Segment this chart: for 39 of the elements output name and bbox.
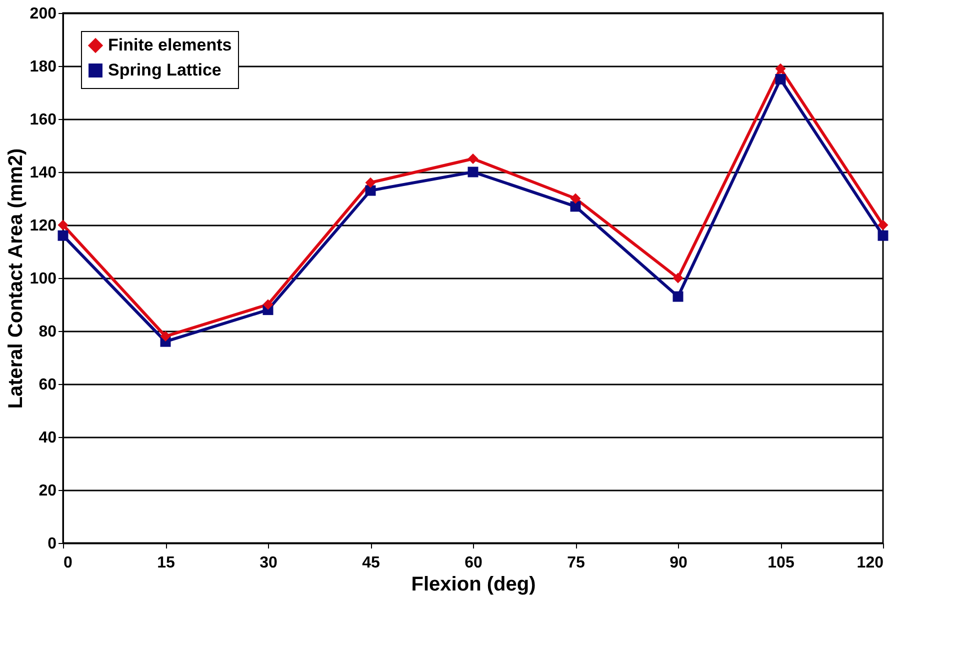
point [878, 230, 888, 241]
point [160, 331, 171, 342]
y-tick-label: 200 [30, 6, 57, 22]
y-tick-label: 20 [38, 482, 57, 500]
legend-label: Finite elements [108, 36, 232, 54]
point [672, 272, 684, 284]
point [468, 154, 478, 164]
x-axis-title: Flexion (deg) [411, 574, 536, 596]
x-tick-label: 75 [567, 554, 585, 572]
x-tick-label: 120 [856, 554, 884, 572]
y-tick-label: 120 [30, 218, 57, 234]
point [58, 220, 68, 230]
y-tick-label: 80 [38, 324, 57, 340]
point [262, 299, 274, 310]
point [672, 291, 684, 302]
x-tick-label: 90 [670, 554, 688, 572]
x-tick-label: 0 [64, 554, 72, 572]
point [365, 185, 376, 196]
point [775, 63, 786, 74]
point [468, 166, 478, 178]
y-tick-label: 0 [48, 536, 57, 552]
y-tick-label: 40 [38, 430, 57, 446]
y-tick-label: 180 [30, 58, 57, 76]
point [570, 193, 581, 204]
x-tick-label: 60 [464, 554, 482, 572]
y-tick-label: 100 [30, 270, 57, 288]
legend-label: Spring Lattice [108, 60, 222, 80]
point [878, 220, 888, 230]
point [365, 177, 376, 188]
y-tick-label: 60 [38, 376, 57, 394]
x-tick-label: 105 [768, 554, 794, 572]
point [58, 230, 68, 241]
y-tick-label: 140 [30, 164, 57, 182]
x-tick-label: 45 [362, 554, 380, 572]
x-tick-label: 15 [157, 554, 175, 572]
x-tick-label: 30 [260, 554, 278, 572]
y-tick-label: 160 [30, 112, 57, 128]
point [775, 74, 786, 84]
y-axis-title: Lateral Contact Area (mm2) [4, 148, 27, 409]
